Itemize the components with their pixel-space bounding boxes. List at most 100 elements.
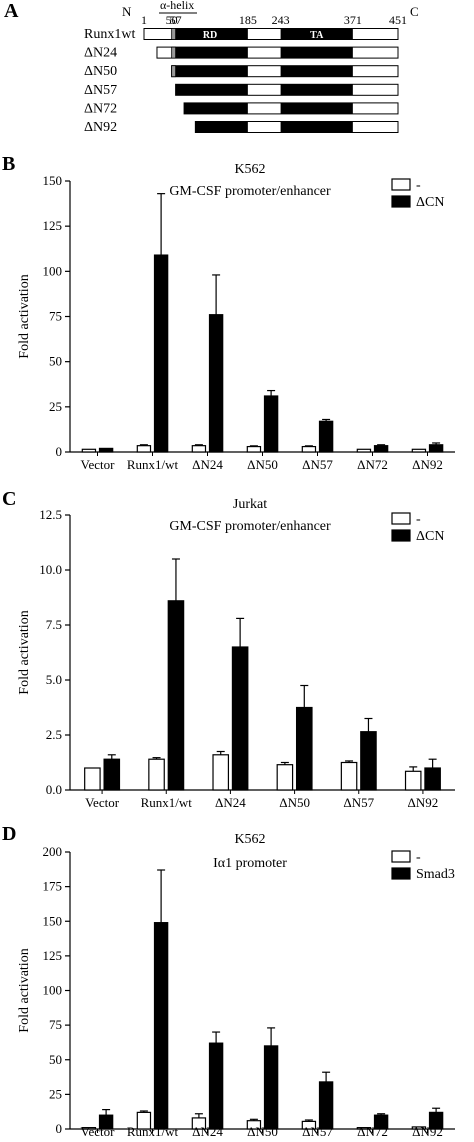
x-tick-label: ΔN24 [215,795,246,810]
transactivation-domain-segment [280,84,353,96]
bar-control [404,770,422,791]
residue-position-label: 57 [170,13,182,27]
x-tick-label: ΔN92 [408,795,439,810]
legend-swatch [391,867,411,880]
bar-control [356,1127,372,1130]
bar-control [356,448,372,453]
x-tick-label: ΔN50 [247,457,278,472]
bar-treatment [208,314,224,453]
construct-row: ΔN50 [84,64,399,79]
x-tick-label: ΔN57 [302,1124,333,1139]
construct-row: ΔN24 [84,46,399,61]
y-tick-label: 50 [49,1052,62,1067]
panel-letter-b: B [2,153,16,175]
chart-title: K562 [234,832,265,847]
rd-label: RD [203,30,217,41]
panel-letter-c: C [2,488,17,510]
alpha-helix-label: α-helix [160,0,194,12]
residue-position-label: 243 [272,13,290,27]
construct-name: ΔN24 [84,46,117,61]
construct-name: Runx1wt [84,27,135,42]
legend-swatch [391,529,411,542]
chart-k562-ia1: K562 Iα1 promoter 0 25 50 75 100 125 150 175 200 Fo… [17,832,455,1139]
y-tick-label: 100 [43,983,63,998]
bar-treatment [98,447,114,453]
y-axis-label: Fold activation [17,948,32,1032]
y-tick-label: 2.5 [46,727,62,742]
x-tick-label: ΔN24 [192,1124,223,1139]
runt-domain-segment [184,102,248,114]
bar-control [301,445,317,453]
alpha-helix-segment [171,65,177,78]
bar-treatment [373,1114,389,1130]
x-tick-label: ΔN72 [357,457,388,472]
legend-swatch [391,178,411,191]
y-tick-label: 7.5 [46,617,62,632]
chart-subtitle: GM-CSF promoter/enhancer [169,184,331,199]
chart-title: Jurkat [233,497,267,512]
y-tick-label: 25 [49,399,62,414]
bar-control [301,1120,317,1130]
legend-label: - [416,850,421,865]
bar-treatment [263,395,279,453]
y-tick-label: 200 [43,844,63,859]
x-tick-label: ΔN50 [279,795,310,810]
bar-treatment [424,767,441,791]
bar-control [276,764,294,791]
x-tick-label: ΔN72 [357,1124,388,1139]
bar-treatment [318,1081,334,1130]
residue-position-label: 1 [141,13,147,27]
construct-row: Runx1wt RD TA [84,27,399,42]
runt-domain-segment [175,28,248,40]
construct-row: ΔN57 [84,83,399,98]
y-tick-label: 125 [43,948,63,963]
residue-position-label: 185 [239,13,257,27]
transactivation-domain-segment [280,28,353,40]
y-tick-label: 75 [49,309,62,324]
y-tick-label: 125 [43,218,63,233]
construct-rows: Runx1wt RD TA ΔN24 ΔN50 ΔN57 ΔN72 ΔN92 [84,27,399,135]
bar-control [411,1126,427,1130]
bar-control [411,448,427,453]
y-tick-label: 12.5 [39,507,62,522]
bar-control [191,1117,207,1130]
bar-control [81,448,97,453]
bar-treatment [373,445,389,453]
bar-treatment [360,731,377,791]
y-tick-label: 150 [43,913,63,928]
runt-domain-segment [195,121,248,133]
runt-domain-segment [175,65,248,77]
transactivation-domain-segment [280,65,353,77]
y-tick-label: 150 [43,173,63,188]
construct-name: ΔN72 [84,101,117,116]
y-tick-label: 0 [56,1121,63,1136]
n-terminus-label: N [122,4,132,19]
transactivation-domain-segment [280,121,353,133]
x-tick-label: Runx1/wt [127,1124,179,1139]
bar-control [246,445,262,453]
runt-domain-segment [175,84,248,96]
x-tick-label: ΔN92 [412,1124,443,1139]
transactivation-domain-segment [280,102,353,114]
y-axis-label: Fold activation [17,274,32,358]
bar-treatment [231,646,249,791]
y-tick-label: 0.0 [46,782,62,797]
bar-treatment [428,444,444,453]
bar-control [191,445,207,453]
bar-treatment [167,600,185,791]
construct-row: ΔN92 [84,120,399,135]
residue-position-label: 50 [166,13,178,27]
bar-treatment [208,1042,224,1130]
panel-letter-a: A [4,0,19,22]
x-tick-label: ΔN57 [302,457,333,472]
y-tick-label: 10.0 [39,562,62,577]
y-axis-label: Fold activation [17,610,32,694]
chart-k562-gmcsf: K562 GM-CSF promoter/enhancer 0 25 50 75 100 12… [17,162,455,472]
legend-label: Smad3 [416,867,455,882]
x-tick-label: Vector [81,1124,116,1139]
construct-row: ΔN72 [84,101,399,116]
construct-name: ΔN92 [84,120,117,135]
chart-subtitle: GM-CSF promoter/enhancer [169,519,331,534]
bar-control [81,1127,97,1130]
